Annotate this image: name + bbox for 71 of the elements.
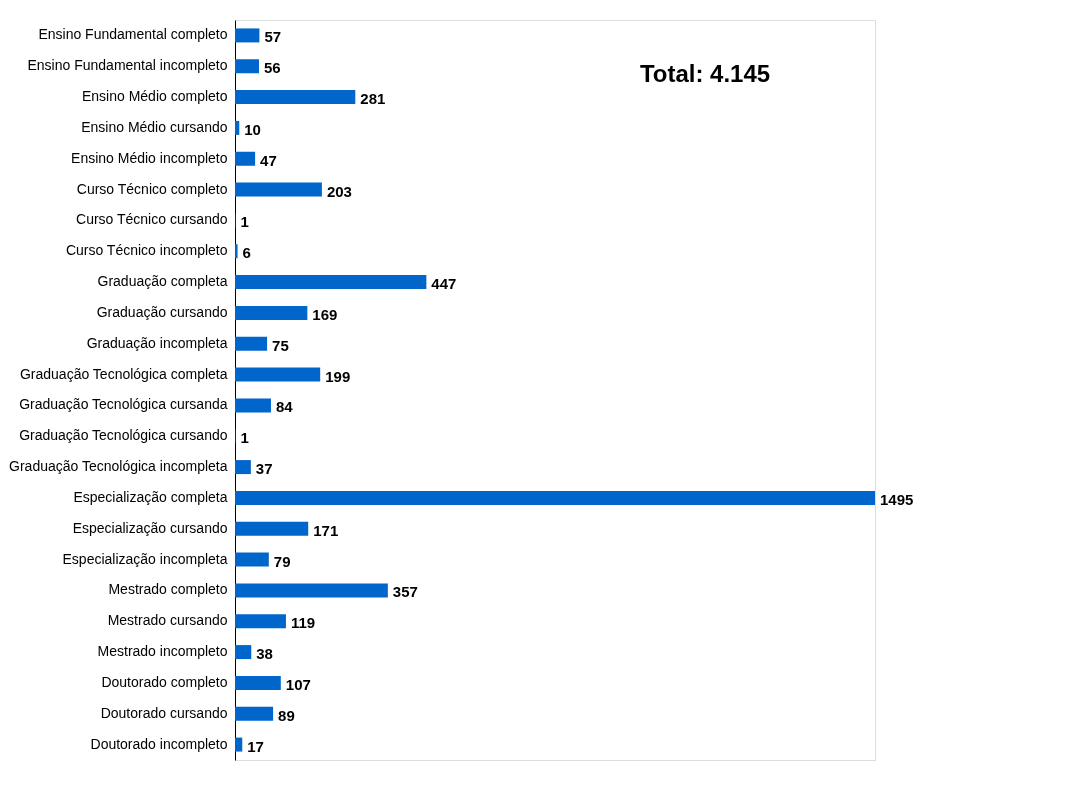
data-label: 357 — [392, 583, 418, 601]
bar — [235, 336, 268, 351]
bar — [235, 151, 256, 166]
y-tick-label: Especialização cursando — [72, 519, 228, 536]
data-label: 199 — [325, 367, 351, 385]
y-tick-label: Ensino Médio cursando — [81, 118, 228, 135]
bar — [235, 737, 243, 752]
y-tick-label: Curso Técnico incompleto — [65, 242, 228, 259]
data-label: 281 — [360, 90, 386, 108]
data-label: 47 — [260, 151, 277, 169]
bar — [235, 645, 252, 660]
data-label: 75 — [272, 336, 289, 354]
y-tick-label: Graduação Tecnológica cursanda — [19, 396, 228, 413]
data-label: 89 — [278, 706, 295, 724]
data-label: 107 — [285, 675, 311, 693]
data-label: 1495 — [880, 490, 914, 508]
data-label: 84 — [275, 398, 294, 416]
y-tick-label: Doutorado cursando — [100, 704, 228, 721]
annotation: Total: 4.145 — [639, 60, 771, 87]
data-label: 119 — [290, 614, 316, 632]
bar — [235, 367, 321, 382]
bar — [235, 305, 308, 320]
bar — [235, 90, 356, 105]
bar — [235, 460, 251, 475]
y-tick-label: Ensino Fundamental incompleto — [27, 57, 228, 74]
y-tick-label: Doutorado completo — [101, 673, 228, 690]
bar — [235, 59, 259, 74]
data-label: 37 — [255, 460, 273, 478]
bar — [235, 28, 260, 43]
y-tick-label: Mestrado completo — [108, 581, 228, 598]
bar — [235, 675, 281, 690]
data-label: 203 — [326, 182, 352, 200]
y-tick-label: Especialização completa — [73, 488, 228, 505]
y-tick-label: Graduação cursando — [96, 303, 228, 320]
data-label: 10 — [244, 120, 261, 138]
data-label: 1 — [240, 213, 249, 231]
bar — [235, 552, 269, 567]
y-tick-label: Mestrado cursando — [107, 612, 228, 629]
y-tick-label: Ensino Médio incompleto — [71, 149, 228, 166]
y-tick-label: Graduação completa — [97, 273, 228, 290]
y-tick-label: Graduação Tecnológica completa — [19, 365, 228, 382]
bar — [235, 614, 286, 629]
y-tick-label: Graduação Tecnológica cursando — [19, 427, 228, 444]
data-label: 38 — [256, 645, 273, 663]
data-label: 56 — [263, 59, 281, 77]
data-label: 169 — [312, 305, 338, 323]
y-tick-label: Curso Técnico cursando — [76, 211, 228, 228]
bar — [235, 120, 240, 135]
data-label: 171 — [313, 521, 339, 539]
bar — [235, 275, 427, 290]
data-label: 57 — [264, 28, 282, 46]
bar — [235, 583, 388, 598]
y-tick-label: Ensino Médio completo — [81, 88, 228, 105]
bar — [235, 521, 309, 536]
data-label: 1 — [240, 429, 249, 447]
y-tick-label: Mestrado incompleto — [97, 643, 228, 660]
y-tick-label: Curso Técnico completo — [76, 180, 228, 197]
data-label: 79 — [273, 552, 291, 570]
y-tick-label: Graduação incompleta — [86, 334, 228, 351]
data-label: 447 — [431, 275, 457, 293]
y-tick-label: Especialização incompleta — [62, 550, 228, 567]
bar — [235, 706, 274, 721]
bar — [235, 182, 322, 197]
bar — [235, 398, 271, 413]
bar — [235, 244, 238, 259]
data-label: 17 — [247, 737, 264, 755]
y-tick-label: Graduação Tecnológica incompleta — [9, 458, 228, 475]
y-tick-label: Ensino Fundamental completo — [38, 26, 228, 43]
data-label: 6 — [242, 244, 251, 262]
bar — [235, 490, 875, 505]
y-tick-label: Doutorado incompleto — [90, 735, 228, 752]
